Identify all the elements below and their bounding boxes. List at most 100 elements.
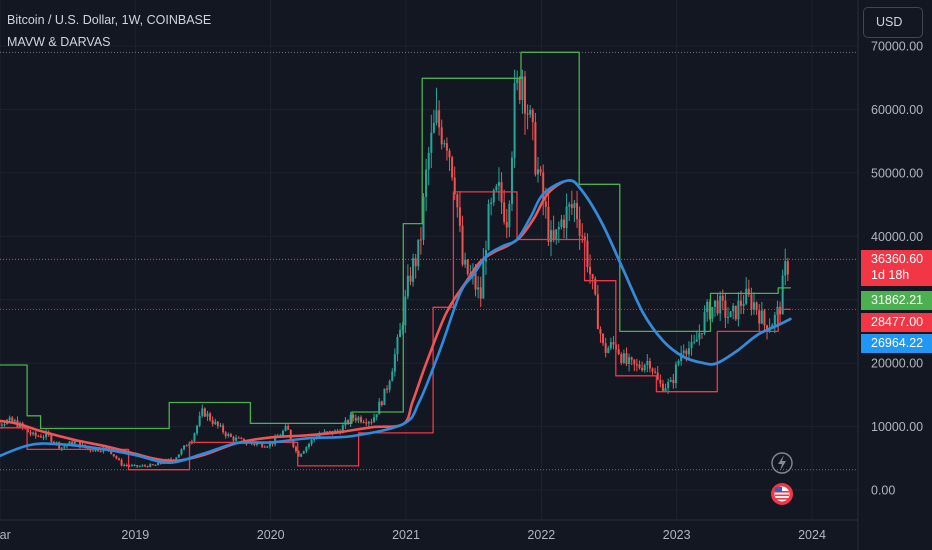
candle-body (268, 443, 271, 447)
candle-body (110, 449, 113, 455)
candle-body (430, 132, 433, 153)
candle-body (375, 414, 378, 418)
candle-body (263, 446, 266, 448)
candle-body (425, 169, 428, 197)
darvas-upper-badge: 31862.21 (861, 291, 932, 310)
candle-body (222, 425, 225, 433)
candle-body (648, 361, 651, 369)
candle-body (261, 443, 264, 447)
candle-body (674, 364, 677, 384)
candle-body (373, 417, 376, 423)
candle-body (617, 349, 620, 355)
candle-body (570, 204, 573, 208)
candle-body (201, 408, 204, 416)
candle-body (227, 434, 230, 437)
candle-body (568, 204, 571, 207)
candle-body (724, 300, 727, 318)
candle-body (393, 354, 396, 372)
candle-body (310, 440, 313, 445)
candle-body (591, 274, 594, 279)
candle-body (596, 294, 599, 330)
candle-body (719, 295, 722, 314)
candle-body (479, 287, 482, 299)
candle-body (453, 177, 456, 195)
candle-body (630, 357, 633, 360)
candle-body (297, 451, 300, 457)
candle-body (656, 372, 659, 380)
candle-body (300, 453, 303, 457)
candle-body (732, 305, 735, 312)
candle-body (604, 343, 607, 353)
lightning-icon[interactable] (771, 452, 793, 474)
x-axis[interactable]: Mar 2019 2020 2021 2022 2023 2024 (0, 519, 858, 542)
y-tick-label: 20000.00 (871, 357, 923, 371)
candle-body (474, 272, 477, 290)
candle-body (539, 169, 542, 173)
candle-body (13, 420, 16, 422)
y-tick-label: 60000.00 (871, 103, 923, 117)
candle-body (542, 172, 545, 202)
candle-body (78, 441, 81, 448)
candle-body (620, 354, 623, 363)
candle-body (177, 454, 180, 458)
candle-body (456, 194, 459, 208)
candle-body (573, 203, 576, 208)
us-flag-icon[interactable] (771, 483, 793, 505)
candle-body (594, 278, 597, 295)
candle-body (635, 364, 638, 366)
candle-body (294, 446, 297, 452)
candle-body (32, 432, 35, 435)
candle-body (388, 381, 391, 390)
candle-body (412, 258, 415, 282)
candle-body (643, 365, 646, 371)
bar-countdown: 1d 18h (871, 268, 910, 282)
candle-body (537, 169, 540, 175)
candle-body (157, 462, 160, 466)
candle-body (112, 454, 115, 457)
currency-button[interactable]: USD (863, 7, 923, 38)
candle-body (287, 425, 290, 430)
candle-body (383, 388, 386, 406)
last-price: 36360.60 (871, 252, 924, 266)
candle-body (758, 310, 761, 324)
candle-body (120, 459, 123, 466)
candle-body (583, 236, 586, 241)
candle-body (734, 305, 737, 320)
candle-body (133, 465, 136, 467)
candle-body (86, 447, 89, 450)
y-tick-label: 40000.00 (871, 230, 923, 244)
indicator-name[interactable]: MAVW & DARVAS (7, 35, 111, 49)
candle-body (326, 431, 329, 433)
y-tick-label: 10000.00 (871, 420, 923, 434)
candle-body (183, 445, 186, 450)
candle-body (203, 408, 206, 417)
candle-body (747, 288, 750, 295)
candle-body (409, 275, 412, 282)
x-tick-label: 2024 (798, 528, 826, 542)
candle-body (37, 436, 40, 438)
candle-body (281, 430, 284, 436)
candle-body (740, 300, 743, 306)
candle-body (154, 464, 157, 466)
candle-body (755, 302, 758, 311)
y-tick-label: 70000.00 (871, 40, 923, 54)
candle-body (521, 76, 524, 100)
candle-body (196, 425, 199, 434)
candle-body (633, 359, 636, 365)
candle-body (729, 311, 732, 317)
candle-body (458, 207, 461, 226)
candle-body (690, 342, 693, 349)
candle-body (313, 438, 316, 441)
candle-body (555, 229, 558, 240)
candle-body (687, 348, 690, 355)
candle-body (149, 464, 152, 468)
candle-body (464, 259, 467, 265)
candle-body (669, 379, 672, 382)
candle-body (128, 465, 131, 467)
candle-body (708, 301, 711, 319)
candle-body (544, 201, 547, 207)
candle-body (11, 417, 14, 422)
x-tick-label: 2022 (527, 528, 555, 542)
candle-body (185, 445, 188, 447)
